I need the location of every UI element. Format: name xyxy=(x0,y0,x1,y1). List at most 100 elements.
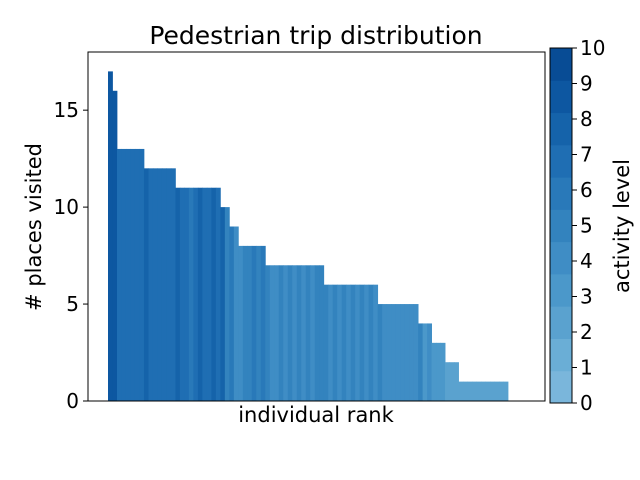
bar xyxy=(220,207,226,401)
colorbar-tick-label: 3 xyxy=(580,285,593,309)
bar xyxy=(386,304,392,401)
bar xyxy=(193,187,199,401)
bar xyxy=(283,265,289,401)
bar xyxy=(278,265,284,401)
bar xyxy=(427,323,432,401)
bar xyxy=(161,168,167,401)
colorbar-tick-label: 10 xyxy=(580,36,605,60)
colorbar-segment xyxy=(550,80,572,114)
bar xyxy=(238,245,244,401)
bar xyxy=(121,148,127,401)
colorbar-segment xyxy=(550,209,572,243)
colorbar-tick-label: 0 xyxy=(580,391,593,415)
bar xyxy=(359,284,365,401)
bar xyxy=(409,304,415,401)
bar xyxy=(458,381,464,401)
bar xyxy=(445,362,450,401)
bar xyxy=(256,245,262,401)
bar xyxy=(247,245,253,401)
bar xyxy=(224,207,230,401)
bar xyxy=(305,265,311,401)
bar xyxy=(341,284,347,401)
bar xyxy=(346,284,352,401)
bar xyxy=(391,304,397,401)
plot-frame xyxy=(87,51,546,402)
bar xyxy=(503,381,509,401)
bar xyxy=(274,265,280,401)
bar xyxy=(215,187,221,401)
bar xyxy=(152,168,158,401)
y-tick-label: 0 xyxy=(66,389,79,413)
bar xyxy=(463,381,468,401)
colorbar-segment xyxy=(550,241,572,275)
bar xyxy=(134,148,140,401)
bar xyxy=(184,187,190,401)
bar xyxy=(130,148,136,401)
bar xyxy=(229,226,235,401)
colorbar-tick-label: 1 xyxy=(580,356,593,380)
colorbar-tick-label: 8 xyxy=(580,107,593,131)
bar xyxy=(454,362,459,401)
bar xyxy=(377,304,383,401)
bar xyxy=(481,381,486,401)
bar xyxy=(301,265,307,401)
colorbar-segment xyxy=(550,306,572,339)
bar xyxy=(260,245,266,401)
bar xyxy=(494,381,500,401)
bar xyxy=(422,323,428,401)
bar xyxy=(148,168,154,401)
colorbar-tick-label: 7 xyxy=(580,143,593,167)
bar xyxy=(314,265,320,401)
bar xyxy=(292,265,298,401)
colorbar-segment xyxy=(550,48,572,81)
bar xyxy=(350,284,356,401)
y-tick-label: 10 xyxy=(54,195,79,219)
bar xyxy=(166,168,172,401)
bar xyxy=(355,284,361,401)
colorbar-segment xyxy=(550,370,572,404)
bar xyxy=(175,187,181,401)
bar xyxy=(440,342,446,401)
y-axis: 0 5 10 15 xyxy=(54,98,88,413)
bar xyxy=(116,148,122,401)
bar xyxy=(413,304,419,401)
colorbar-tick-label: 6 xyxy=(580,178,593,202)
colorbar-segment xyxy=(550,112,572,146)
bar xyxy=(382,304,388,401)
bar xyxy=(467,381,473,401)
bar xyxy=(112,90,118,401)
bar xyxy=(337,284,343,401)
colorbar-tick-label: 4 xyxy=(580,249,593,273)
colorbar-tick-label: 9 xyxy=(580,72,593,96)
plot-area xyxy=(87,51,546,402)
colorbar-segment xyxy=(550,177,572,210)
bar xyxy=(364,284,370,401)
bar xyxy=(139,148,145,401)
bar xyxy=(328,284,334,401)
bar xyxy=(197,187,203,401)
colorbar-segment xyxy=(550,338,572,372)
bar xyxy=(418,323,423,401)
bar xyxy=(319,265,325,401)
bar xyxy=(404,304,410,401)
bar xyxy=(476,381,482,401)
bar xyxy=(179,187,185,401)
bar xyxy=(499,381,504,401)
bar xyxy=(242,245,248,401)
bar xyxy=(251,245,257,401)
bar xyxy=(431,342,437,401)
bar xyxy=(436,342,441,401)
bar xyxy=(332,284,338,401)
bar xyxy=(310,265,316,401)
y-axis-label: # places visited xyxy=(22,143,46,311)
bar xyxy=(449,362,455,401)
bar xyxy=(368,284,374,401)
bar xyxy=(265,265,271,401)
colorbar: 0 1 2 3 4 5 6 7 8 9 10 xyxy=(549,36,605,415)
chart-title: Pedestrian trip distribution xyxy=(149,21,482,50)
bar xyxy=(395,304,401,401)
colorbar-segment xyxy=(550,144,572,178)
bar xyxy=(125,148,131,401)
bar xyxy=(287,265,293,401)
